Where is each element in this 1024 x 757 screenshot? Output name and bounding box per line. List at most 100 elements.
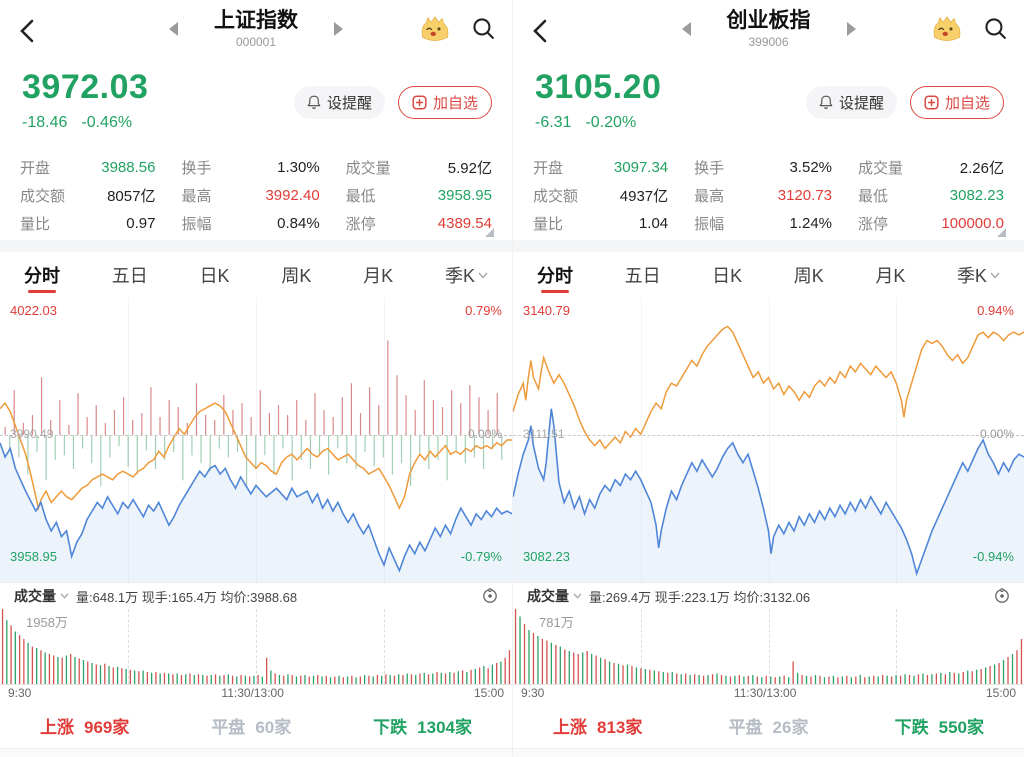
volume-chart[interactable]: 1958万 xyxy=(0,609,512,685)
stat-value: 0.97 xyxy=(126,214,156,232)
stat-value: 3.52% xyxy=(789,158,833,176)
stat-value: 100000.0 xyxy=(941,214,1004,232)
stat-value: 3988.56 xyxy=(101,158,156,176)
unchanged-label: 平盘 xyxy=(211,718,246,737)
volume-header: 成交量 量:269.4万 现手:223.1万 均价:3132.06 xyxy=(513,582,1024,609)
stat-value: 1.30% xyxy=(277,158,320,176)
unchanged-count: 26家 xyxy=(772,718,809,737)
chart-low-label: 3082.23 xyxy=(523,549,570,564)
chart-high-label: 4022.03 xyxy=(10,303,57,318)
set-alert-button[interactable]: 设提醒 xyxy=(293,86,385,119)
chart-low-pct-label: -0.94% xyxy=(972,549,1014,564)
tab-daily-k[interactable]: 日K xyxy=(199,266,230,286)
stats-expand-triangle[interactable] xyxy=(997,228,1006,237)
price-change-pct: -0.20% xyxy=(585,114,637,131)
tab-quarterly-k[interactable]: 季K xyxy=(957,252,1000,298)
decliners-count: 550家 xyxy=(938,718,984,737)
stat-value: 4937亿 xyxy=(619,187,669,205)
tab-minute[interactable]: 分时 xyxy=(537,252,573,298)
index-code: 000001 xyxy=(235,35,277,49)
next-index-icon[interactable] xyxy=(334,21,343,36)
volume-indicator-dropdown[interactable]: 成交量 xyxy=(527,586,582,606)
chart-gridline xyxy=(896,298,898,582)
quote-section: 3972.03 -18.46 -0.46% 设提醒 加自选 xyxy=(0,62,512,148)
decliners-count: 1304家 xyxy=(417,718,472,737)
decliners-label: 下跌 xyxy=(373,718,408,737)
intraday-chart[interactable]: 4022.03 0.79% 3990.49 0.00% 3958.95 -0.7… xyxy=(0,298,512,582)
chevron-down-icon xyxy=(990,272,1000,279)
search-icon[interactable] xyxy=(983,16,1008,41)
chart-low-pct-label: -0.79% xyxy=(460,549,502,564)
volume-gridline xyxy=(768,609,770,684)
tab-quarterly-k[interactable]: 季K xyxy=(445,252,488,298)
tab-weekly-k[interactable]: 周K xyxy=(281,266,312,286)
back-icon[interactable] xyxy=(16,18,40,44)
bottom-strip xyxy=(513,749,1024,757)
set-alert-button[interactable]: 设提醒 xyxy=(805,86,897,119)
volume-indicator-dropdown[interactable]: 成交量 xyxy=(14,586,69,606)
current-price: 3105.20 xyxy=(535,68,662,106)
search-icon[interactable] xyxy=(471,16,496,41)
page-title: 上证指数 xyxy=(214,9,298,32)
period-tabs: 分时 五日 日K 周K 月K 季K xyxy=(513,252,1024,298)
volume-chart[interactable]: 781万 xyxy=(513,609,1024,685)
tab-weekly-k[interactable]: 周K xyxy=(793,266,824,286)
stats-grid: 开盘 3988.56 换手 1.30% 成交量 5.92亿 成交额 8057亿 最高 39… xyxy=(0,148,512,240)
index-code: 399006 xyxy=(748,35,789,49)
stat-label: 成交量 xyxy=(345,159,391,177)
volume-max-label: 781万 xyxy=(539,615,574,630)
stat-label: 振幅 xyxy=(181,215,212,233)
prev-index-icon[interactable] xyxy=(169,21,178,36)
add-watchlist-button[interactable]: 加自选 xyxy=(397,86,492,119)
intraday-chart-svg xyxy=(0,298,512,582)
advancers-label: 上涨 xyxy=(40,718,74,737)
tab-minute[interactable]: 分时 xyxy=(24,252,60,298)
time-axis: 9:30 11:30/13:00 15:00 xyxy=(0,685,512,703)
add-watchlist-label: 加自选 xyxy=(944,95,990,112)
settings-icon[interactable] xyxy=(482,588,498,604)
tab-daily-k[interactable]: 日K xyxy=(712,266,743,286)
volume-gridline xyxy=(384,609,385,684)
plus-square-icon xyxy=(924,95,939,110)
volume-gridline xyxy=(896,609,898,684)
prev-index-icon[interactable] xyxy=(681,21,691,36)
tab-5day[interactable]: 五日 xyxy=(624,266,661,286)
stats-expand-triangle[interactable] xyxy=(485,228,494,237)
tab-monthly-k[interactable]: 月K xyxy=(363,266,394,286)
period-tabs: 分时 五日 日K 周K 月K 季K xyxy=(0,252,512,298)
time-midday: 11:30/13:00 xyxy=(221,686,284,700)
stock-panel-right: 创业板指 399006 3105.20 -6.31 -0.20% 设提醒 xyxy=(512,0,1024,757)
volume-info-text: 量:648.1万 现手:165.4万 均价:3988.68 xyxy=(76,589,298,605)
stat-value: 1.04 xyxy=(638,214,669,232)
time-axis: 9:30 11:30/13:00 15:00 xyxy=(513,685,1024,703)
chart-high-pct-label: 0.94% xyxy=(977,303,1014,318)
mascot-emoji-icon[interactable] xyxy=(419,14,451,43)
price-change: -18.46 xyxy=(22,114,68,131)
stat-value: 2.26亿 xyxy=(959,159,1004,177)
time-midday: 11:30/13:00 xyxy=(733,686,797,700)
tab-5day[interactable]: 五日 xyxy=(111,266,148,286)
chart-gridline xyxy=(768,298,770,582)
stat-label: 涨停 xyxy=(858,215,889,233)
volume-header: 成交量 量:648.1万 现手:165.4万 均价:3988.68 xyxy=(0,582,512,609)
bottom-strip xyxy=(0,749,512,757)
volume-info-text: 量:269.4万 现手:223.1万 均价:3132.06 xyxy=(589,589,811,605)
intraday-chart[interactable]: 3140.79 0.94% 3111.51 0.00% 3082.23 -0.9… xyxy=(513,298,1024,582)
stats-grid: 开盘 3097.34 换手 3.52% 成交量 2.26亿 成交额 4937亿 最高 31… xyxy=(513,148,1024,240)
advancers-count: 813家 xyxy=(597,718,643,737)
stat-label: 开盘 xyxy=(20,159,51,177)
mascot-emoji-icon[interactable] xyxy=(931,14,963,43)
settings-icon[interactable] xyxy=(994,588,1010,604)
stat-value: 5.92亿 xyxy=(447,159,492,177)
current-price: 3972.03 xyxy=(22,68,149,106)
bell-icon xyxy=(307,95,321,109)
stat-label: 最高 xyxy=(694,187,725,205)
set-alert-label: 设提醒 xyxy=(326,95,372,112)
stat-label: 成交量 xyxy=(858,159,904,177)
add-watchlist-button[interactable]: 加自选 xyxy=(909,86,1004,119)
volume-bars-svg xyxy=(0,609,512,684)
back-icon[interactable] xyxy=(529,18,553,44)
tab-monthly-k[interactable]: 月K xyxy=(875,266,906,286)
next-index-icon[interactable] xyxy=(846,21,856,36)
